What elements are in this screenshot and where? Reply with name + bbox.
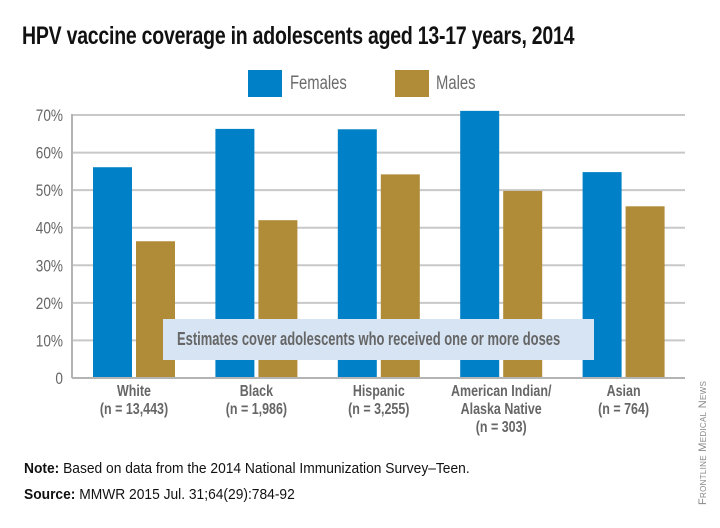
y-tick-label: 10%	[36, 332, 63, 351]
annotation-box: Estimates cover adolescents who received…	[163, 319, 594, 360]
x-category-label: American Indian/	[451, 383, 551, 401]
y-tick-label: 60%	[36, 144, 63, 163]
x-category-label: Hispanic	[353, 383, 405, 401]
x-category-label: Black	[240, 383, 273, 401]
source-label: Source:	[24, 486, 76, 503]
y-tick-label: 70%	[36, 107, 63, 126]
watermark: Frontline Medical News	[697, 380, 709, 505]
y-tick-label: 50%	[36, 182, 63, 201]
x-category-label: Asian	[607, 383, 641, 401]
legend-swatch-females	[248, 70, 282, 97]
chart-title: HPV vaccine coverage in adolescents aged…	[22, 22, 575, 50]
note-label: Note:	[24, 460, 60, 477]
bar-females	[93, 167, 132, 378]
x-category-label: (n = 3,255)	[348, 401, 410, 419]
legend-label-males: Males	[436, 73, 476, 94]
y-tick-label: 40%	[36, 219, 63, 238]
x-category-label: (n = 1,986)	[226, 401, 288, 419]
note-text: Based on data from the 2014 National Imm…	[59, 460, 470, 477]
y-tick-label: 20%	[36, 295, 63, 314]
footnote-source: Source: MMWR 2015 Jul. 31;64(29):784-92	[24, 486, 295, 503]
y-tick-label: 30%	[36, 257, 63, 276]
legend-label-females: Females	[290, 73, 347, 94]
x-category-label: White	[117, 383, 151, 401]
annotation-text: Estimates cover adolescents who received…	[177, 329, 561, 349]
x-category-label: (n = 13,443)	[100, 401, 168, 419]
source-text: MMWR 2015 Jul. 31;64(29):784-92	[75, 486, 295, 503]
y-tick-label: 0	[55, 370, 63, 389]
bar-males	[625, 206, 665, 378]
x-category-label: (n = 303)	[476, 419, 527, 437]
footnote-note: Note: Based on data from the 2014 Nation…	[24, 460, 470, 477]
x-category-label: Alaska Native	[461, 401, 542, 419]
legend-swatch-males	[395, 70, 429, 97]
x-category-label: (n = 764)	[598, 401, 649, 419]
